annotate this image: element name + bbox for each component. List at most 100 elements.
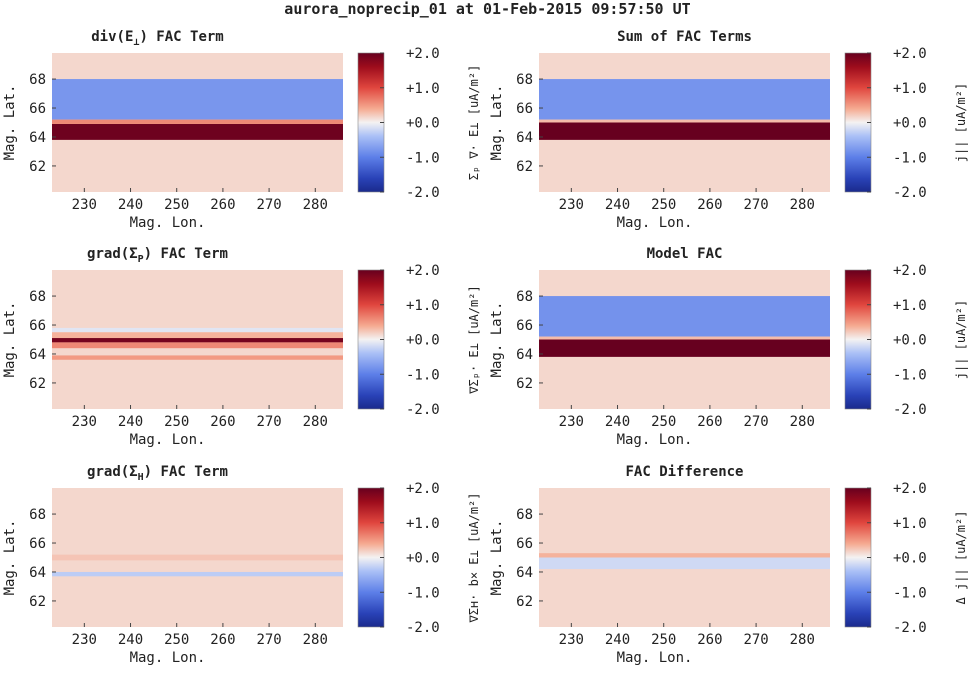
colorbar-label: j|| [uA/m²] [954,83,968,162]
panel-title: Model FAC [647,246,723,262]
heatmap-band-1 [52,571,343,577]
panel-title: grad(ΣP) FAC Term [87,246,228,265]
y-axis-label: Mag. Lat. [2,85,18,161]
colorbar-tick-label: +2.0 [893,481,927,497]
y-tick-label: 64 [516,130,533,146]
x-tick-label: 260 [210,414,235,430]
x-tick-label: 250 [164,414,189,430]
x-tick-label: 270 [256,197,281,213]
x-axis-label: Mag. Lon. [617,432,693,448]
x-tick-label: 230 [559,632,584,648]
heatmap-band-2 [52,332,343,339]
heatmap-band-1 [52,79,343,120]
x-tick-label: 240 [605,197,630,213]
colorbar-tick-label: +0.0 [406,551,440,567]
y-tick-label: 64 [29,347,46,363]
y-tick-label: 66 [516,101,533,117]
y-tick-label: 66 [516,536,533,552]
y-tick-label: 66 [516,318,533,334]
colorbar-tick-label: +1.0 [406,81,440,97]
x-tick-label: 270 [256,632,281,648]
colorbar-label: Σₚ ∇· E⊥ [uA/m²] [467,65,481,181]
heatmap-band-2 [539,339,830,357]
y-tick-label: 62 [29,594,46,610]
x-tick-label: 280 [790,414,815,430]
colorbar-tick-label: +1.0 [893,81,927,97]
heatmap-band-1 [539,553,830,558]
x-tick-label: 270 [743,632,768,648]
y-tick-label: 64 [516,565,533,581]
colorbar-tick-label: +0.0 [893,551,927,567]
heatmap-band-1 [539,79,830,120]
colorbar-tick-label: -2.0 [406,620,440,636]
colorbar-tick-label: +1.0 [406,516,440,532]
x-tick-label: 270 [743,197,768,213]
y-tick-label: 62 [516,376,533,392]
heatmap-panel-3: grad(ΣP) FAC Term 230 240 250 260 270 280 62 64 6… [2,246,481,448]
colorbar-tick-label: +1.0 [893,516,927,532]
y-tick-label: 68 [29,507,46,523]
y-axis-label: Mag. Lat. [489,85,505,161]
y-axis-label: Mag. Lat. [2,302,18,378]
heatmap-band-3 [539,119,830,123]
x-tick-label: 260 [697,197,722,213]
x-axis-label: Mag. Lon. [617,215,693,231]
colorbar-tick-label: -2.0 [893,620,927,636]
y-axis-label: Mag. Lat. [2,520,18,596]
heatmap-band-3 [52,338,343,343]
colorbar-tick-label: -2.0 [893,402,927,418]
colorbar-label: Δ j|| [uA/m²] [954,511,968,605]
x-tick-label: 240 [118,414,143,430]
colorbar-tick-label: -2.0 [406,402,440,418]
colorbar-tick-label: +2.0 [893,46,927,62]
x-tick-label: 230 [559,197,584,213]
heatmap-panel-1: div(E⊥) FAC Term 230 240 250 260 270 280 62 64 66… [2,29,481,231]
heatmap-band-1 [539,296,830,337]
y-tick-label: 66 [29,536,46,552]
colorbar-tick-label: -2.0 [406,185,440,201]
x-axis-label: Mag. Lon. [130,650,206,666]
colorbar [357,487,385,628]
colorbar-tick-label: -2.0 [893,185,927,201]
heatmap-band-2 [539,557,830,570]
heatmap-band-4 [52,342,343,349]
y-tick-label: 68 [29,289,46,305]
x-axis-label: Mag. Lon. [617,650,693,666]
x-tick-label: 280 [790,197,815,213]
y-tick-label: 68 [516,72,533,88]
colorbar [357,269,385,410]
figure-title: aurora_noprecip_01 at 01-Feb-2015 09:57:… [284,0,691,18]
x-tick-label: 240 [118,632,143,648]
y-tick-label: 68 [516,507,533,523]
heatmap-panel-6: FAC Difference 230 240 250 260 270 280 62 64 66 68… [489,464,968,666]
colorbar-tick-label: -1.0 [893,150,927,166]
colorbar-tick-label: +2.0 [893,263,927,279]
x-tick-label: 260 [697,632,722,648]
heatmap-band-3 [52,119,343,124]
colorbar-tick-label: +2.0 [406,481,440,497]
y-tick-label: 64 [516,347,533,363]
heatmap-band-5 [52,355,343,360]
colorbar-tick-label: -1.0 [893,585,927,601]
colorbar-tick-label: +0.0 [406,333,440,349]
panel-title: grad(ΣH) FAC Term [87,464,228,483]
x-tick-label: 230 [72,414,97,430]
heatmap-band-2 [52,123,343,140]
x-tick-label: 250 [164,197,189,213]
colorbar-tick-label: +0.0 [406,116,440,132]
x-tick-label: 230 [72,197,97,213]
heatmap-band-2 [539,122,830,140]
y-axis-label: Mag. Lat. [489,302,505,378]
y-tick-label: 66 [29,101,46,117]
y-tick-label: 64 [29,130,46,146]
x-tick-label: 250 [651,414,676,430]
x-tick-label: 250 [164,632,189,648]
colorbar-label: ∇Σₚ· E⊥ [uA/m²] [467,285,481,394]
x-tick-label: 270 [743,414,768,430]
colorbar-tick-label: +2.0 [406,46,440,62]
heatmap-band-1 [52,327,343,333]
panel-title: div(E⊥) FAC Term [91,29,223,48]
colorbar-tick-label: +0.0 [893,333,927,349]
colorbar-tick-label: -1.0 [406,150,440,166]
